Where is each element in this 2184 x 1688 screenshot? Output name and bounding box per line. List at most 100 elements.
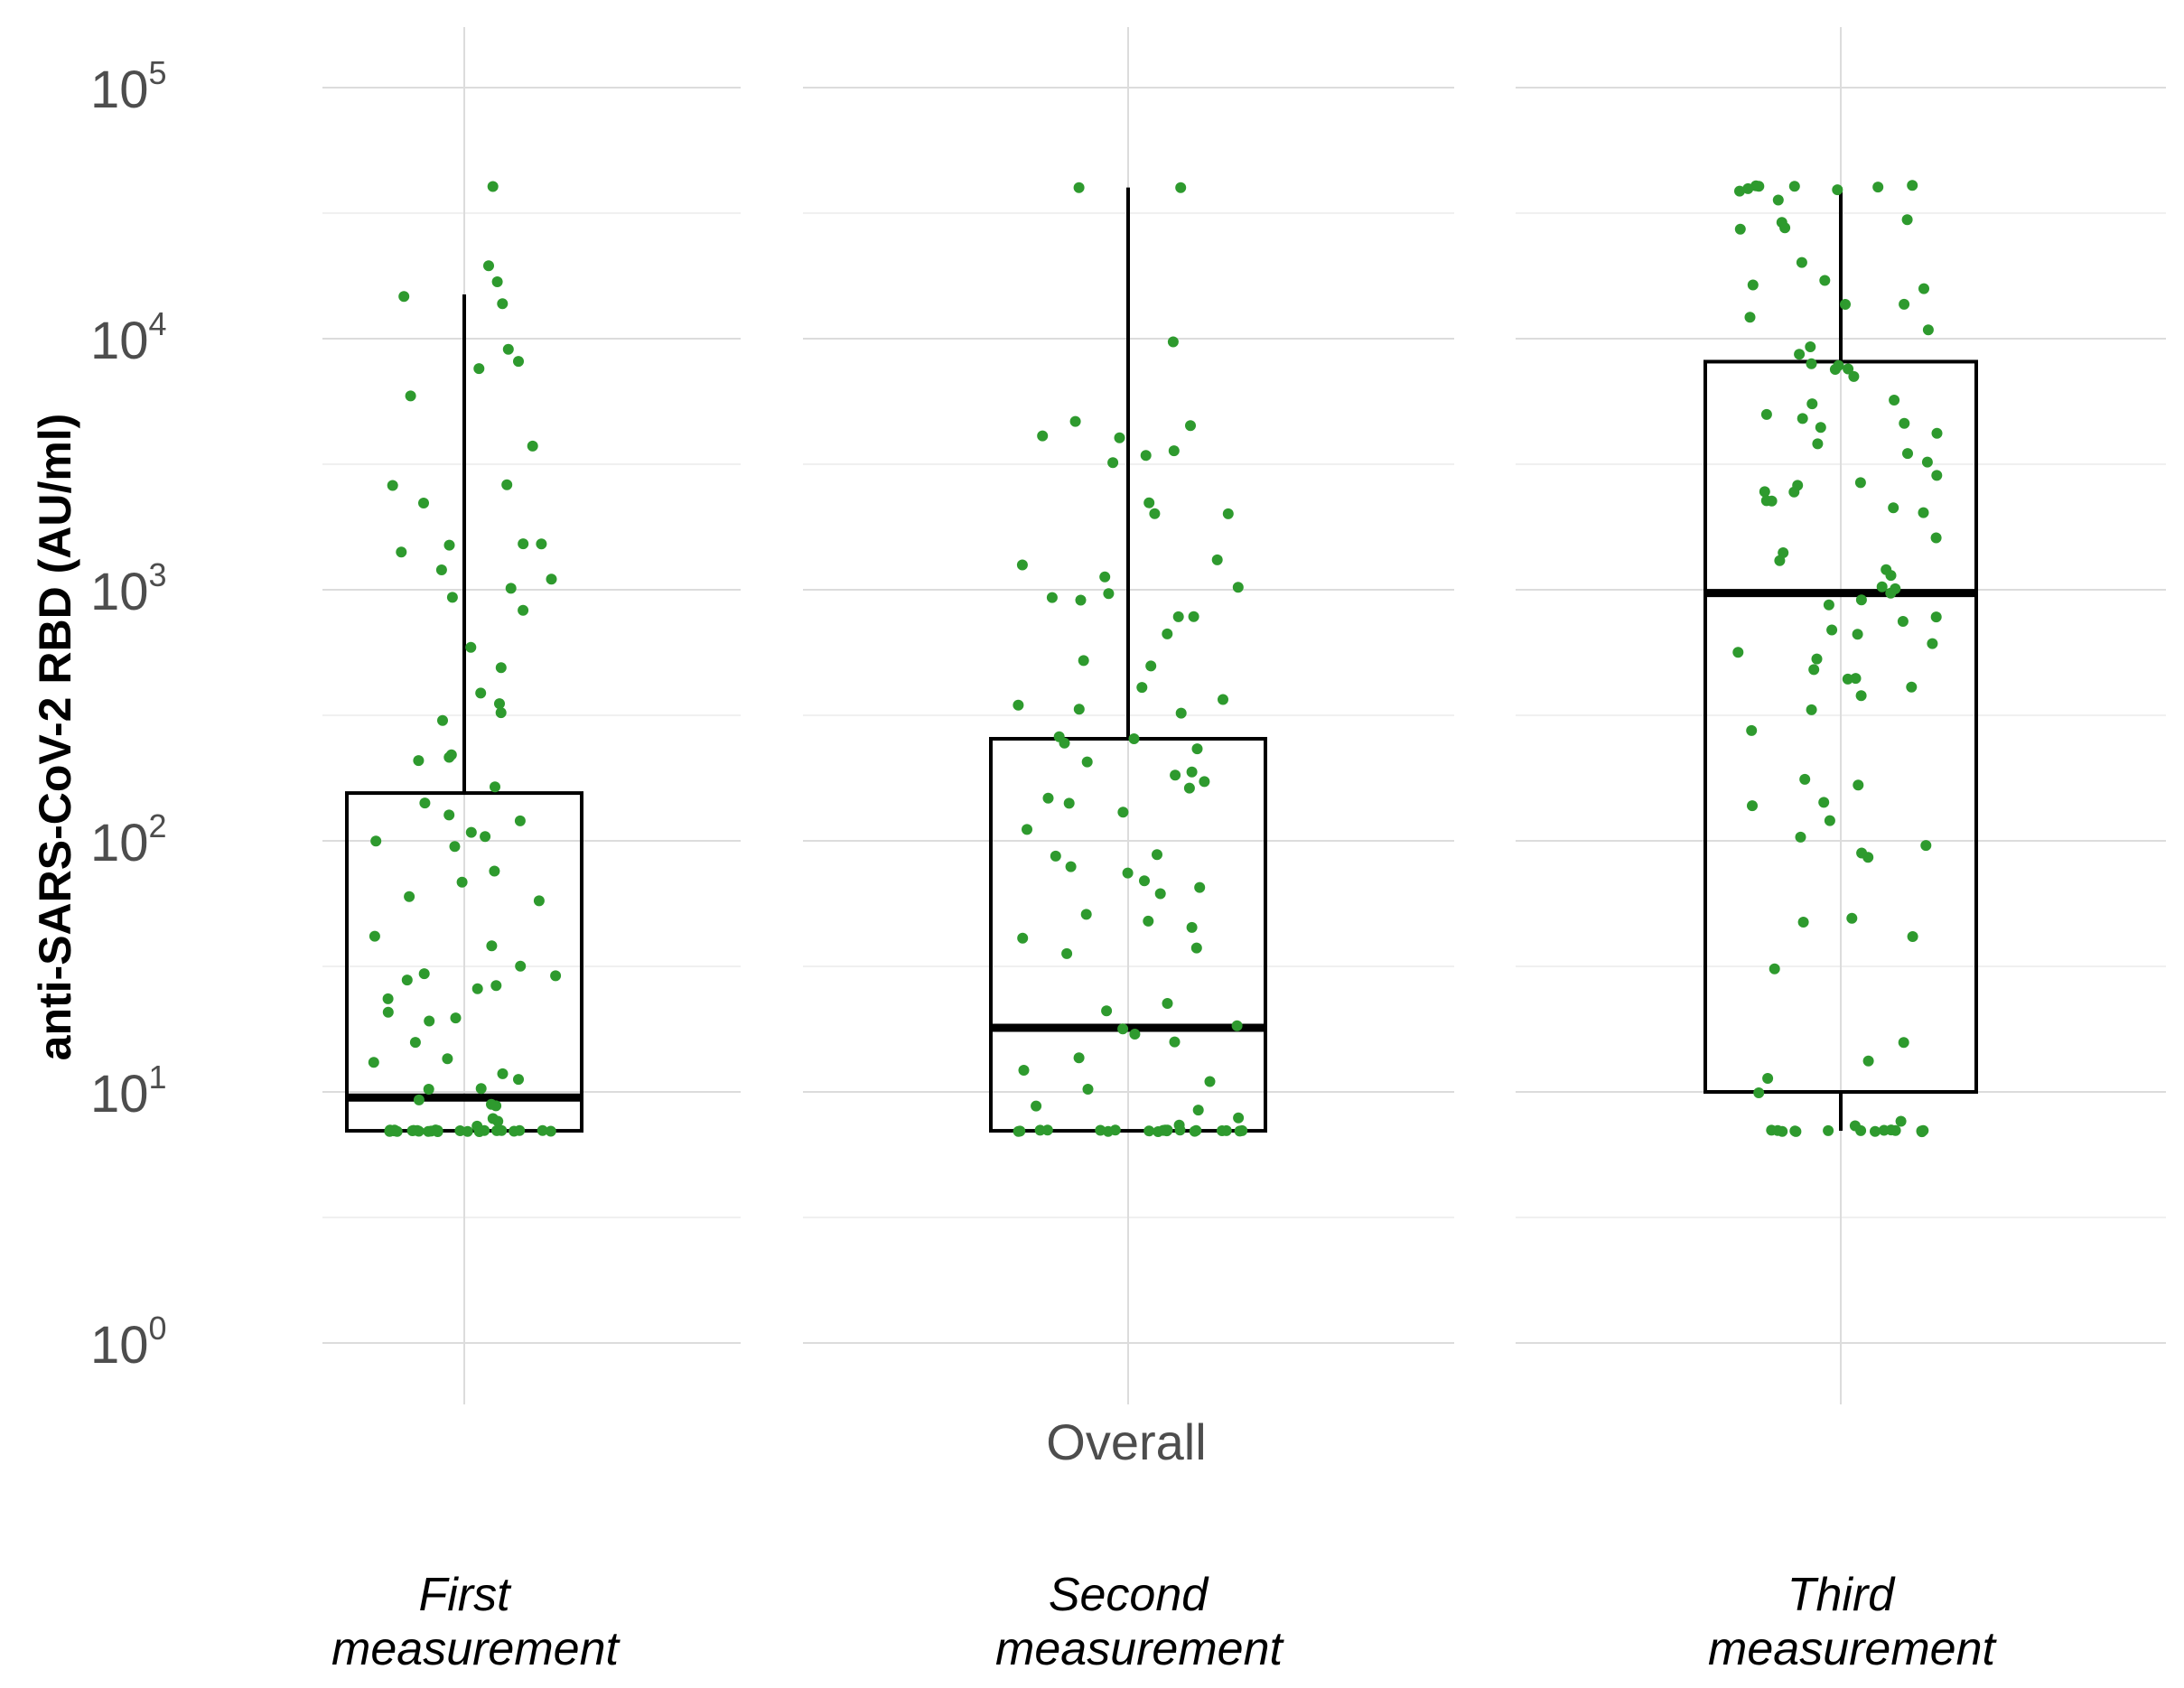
data-point	[1042, 792, 1054, 804]
data-point	[465, 641, 477, 653]
data-point	[1862, 1055, 1874, 1067]
data-point	[1779, 222, 1791, 234]
data-point	[1855, 1124, 1867, 1136]
data-point	[1826, 624, 1838, 636]
data-point	[419, 797, 431, 809]
data-point	[1769, 963, 1780, 975]
data-point	[483, 260, 494, 272]
data-point	[1855, 690, 1867, 702]
data-point	[1145, 660, 1157, 672]
data-point	[1013, 1125, 1024, 1137]
x-category-label-line1: Third	[1787, 1569, 1897, 1621]
y-tick-label: 105	[90, 54, 167, 119]
data-point	[497, 1068, 509, 1079]
data-point	[1103, 588, 1115, 600]
data-point	[1050, 850, 1061, 862]
data-point	[1018, 1065, 1030, 1076]
data-point	[1848, 370, 1860, 382]
data-point	[533, 895, 545, 907]
data-point	[449, 841, 461, 853]
data-point	[382, 1006, 394, 1018]
data-point	[496, 1124, 508, 1136]
x-category-label-line2: measurement	[331, 1623, 621, 1675]
data-point	[1872, 182, 1884, 193]
data-point	[405, 390, 416, 402]
data-point	[382, 993, 394, 1004]
data-point	[369, 930, 380, 942]
data-point	[1931, 427, 1943, 439]
data-point	[1017, 932, 1029, 944]
data-point	[1747, 800, 1758, 812]
data-point	[1897, 616, 1909, 627]
data-point	[1162, 998, 1173, 1009]
data-point	[502, 343, 514, 355]
x-category-label-line2: measurement	[995, 1623, 1284, 1675]
y-tick-label: 102	[90, 807, 167, 872]
data-point	[1772, 1124, 1784, 1136]
data-point	[1927, 638, 1938, 649]
data-point	[1128, 733, 1140, 744]
data-point	[1890, 1124, 1901, 1136]
data-point	[1170, 769, 1181, 781]
x-category-label-line2: measurement	[1708, 1623, 1997, 1675]
data-point	[1772, 194, 1784, 206]
data-point	[1175, 707, 1187, 719]
data-point	[401, 975, 413, 986]
data-point	[1107, 457, 1119, 469]
data-point	[1129, 1029, 1141, 1040]
data-point	[1162, 628, 1173, 639]
data-point	[1194, 881, 1206, 893]
data-point	[413, 1094, 425, 1105]
x-category-label-line1: First	[418, 1569, 512, 1621]
data-point	[1855, 594, 1867, 606]
data-point	[435, 564, 447, 575]
data-point	[1139, 875, 1150, 887]
data-point	[509, 1125, 520, 1137]
data-point	[1876, 581, 1888, 592]
data-point	[1806, 398, 1818, 410]
data-point	[1747, 279, 1759, 291]
data-point	[480, 831, 491, 843]
data-point	[1192, 1105, 1204, 1116]
data-point	[1082, 1084, 1094, 1095]
data-point	[486, 940, 498, 952]
data-point	[513, 1074, 524, 1086]
data-point	[370, 835, 382, 847]
data-point	[1888, 502, 1899, 514]
data-point	[1220, 1124, 1232, 1136]
y-axis-title: anti-SARS-CoV-2 RBD (AU/ml)	[30, 414, 80, 1061]
data-point	[1143, 1125, 1155, 1137]
data-point	[490, 1100, 502, 1112]
data-point	[1143, 497, 1155, 508]
data-point	[1061, 947, 1073, 959]
data-point	[489, 865, 500, 877]
data-point	[492, 1115, 504, 1127]
data-point	[1075, 594, 1087, 606]
data-point	[1183, 782, 1195, 794]
data-point	[490, 781, 500, 793]
data-point	[1232, 582, 1244, 593]
data-point	[1812, 438, 1824, 450]
facet-strip-label: Overall	[1046, 1413, 1206, 1470]
data-point	[1829, 364, 1841, 375]
data-point	[1742, 182, 1754, 194]
data-point	[1199, 776, 1210, 788]
data-point	[1186, 921, 1198, 933]
data-point	[494, 698, 505, 710]
data-point	[1073, 182, 1085, 193]
data-point	[1154, 888, 1166, 900]
data-point	[1136, 682, 1148, 694]
data-point	[1102, 1125, 1114, 1137]
data-point	[491, 276, 503, 287]
data-point	[1811, 653, 1823, 665]
data-point	[475, 1083, 487, 1095]
data-point	[1190, 942, 1202, 954]
data-point	[1885, 587, 1897, 599]
data-point	[1167, 336, 1179, 348]
data-point	[1854, 477, 1866, 489]
data-point	[495, 707, 507, 719]
data-point	[1237, 1124, 1248, 1136]
data-point	[1759, 486, 1770, 498]
data-point	[1799, 773, 1811, 785]
